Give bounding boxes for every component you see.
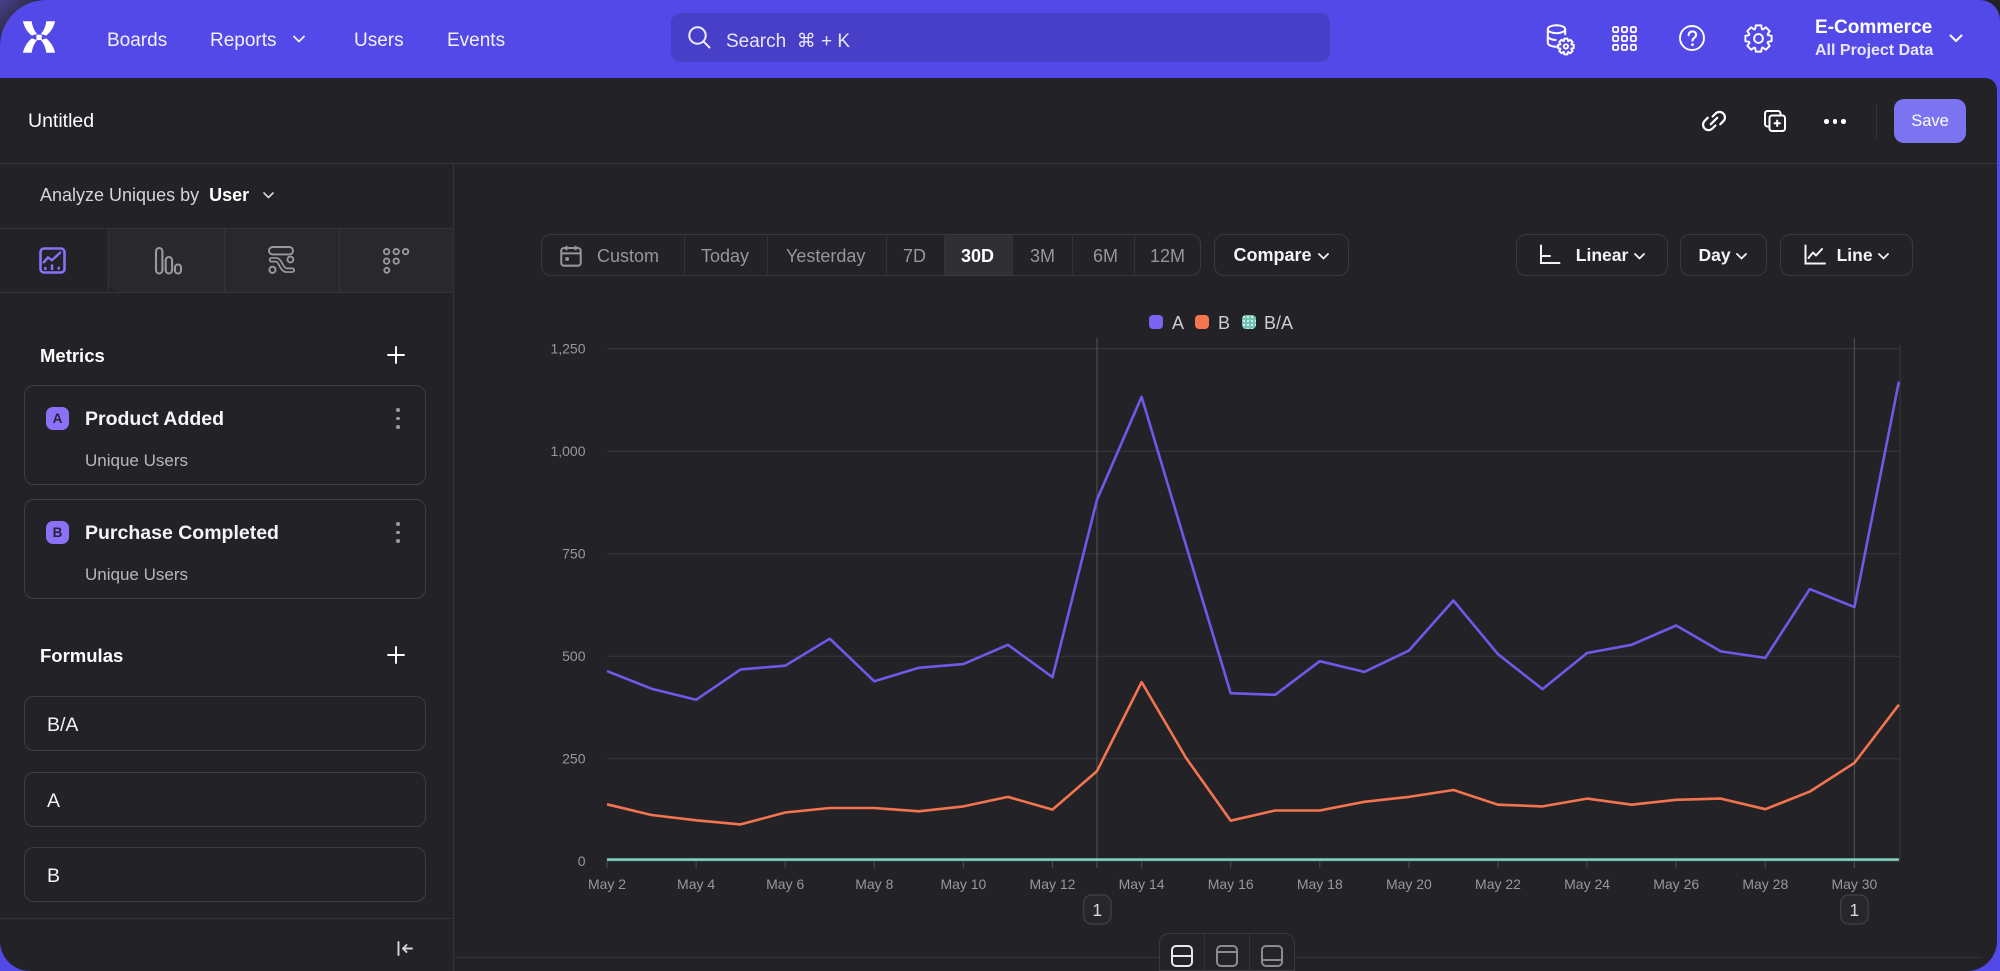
svg-text:May 14: May 14 [1119,876,1165,892]
svg-text:May 28: May 28 [1742,876,1788,892]
svg-text:1: 1 [1092,900,1102,920]
svg-text:500: 500 [562,648,586,664]
svg-text:0: 0 [578,853,586,869]
svg-text:May 30: May 30 [1831,876,1877,892]
svg-text:1,250: 1,250 [550,340,585,356]
svg-text:May 22: May 22 [1475,876,1521,892]
svg-text:May 24: May 24 [1564,876,1610,892]
svg-text:May 6: May 6 [766,876,804,892]
svg-text:May 10: May 10 [940,876,986,892]
svg-text:May 12: May 12 [1030,876,1076,892]
svg-text:1: 1 [1850,900,1860,920]
svg-text:May 20: May 20 [1386,876,1432,892]
svg-text:May 8: May 8 [855,876,893,892]
svg-text:1,000: 1,000 [550,443,585,459]
svg-text:750: 750 [562,545,586,561]
svg-text:May 4: May 4 [677,876,715,892]
svg-text:May 18: May 18 [1297,876,1343,892]
svg-text:May 16: May 16 [1208,876,1254,892]
svg-text:250: 250 [562,750,586,766]
svg-text:May 2: May 2 [588,876,626,892]
svg-text:May 26: May 26 [1653,876,1699,892]
